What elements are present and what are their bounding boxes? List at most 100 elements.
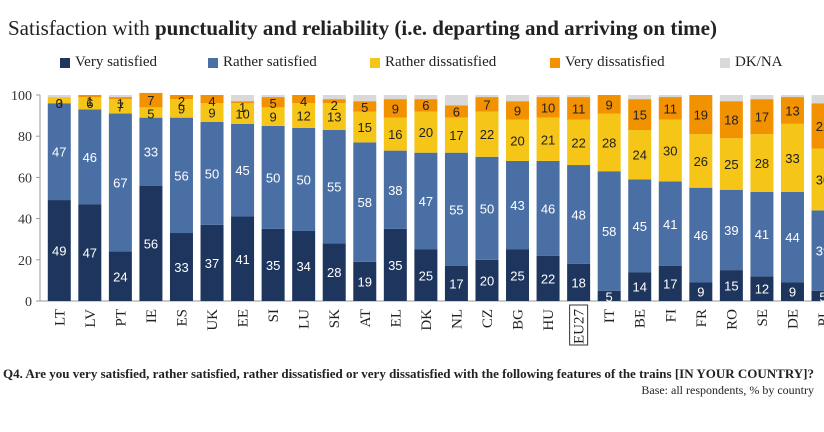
data-label: 1 <box>117 96 124 111</box>
data-label: 20 <box>510 133 524 148</box>
bar-segment <box>506 249 530 301</box>
stacked-bar-chart: 020406080100494730LT474661LV246771PT5633… <box>11 89 824 346</box>
bar-segment <box>231 95 255 102</box>
data-label: 16 <box>388 127 402 142</box>
data-label: 34 <box>296 259 310 274</box>
bar-segment <box>597 171 621 291</box>
bar-segment <box>322 243 346 301</box>
bar-segment <box>780 282 804 301</box>
bar-segment <box>322 130 346 244</box>
bar-segment <box>231 101 255 104</box>
chart-title-plain: Satisfaction with <box>8 16 155 40</box>
y-tick-label: 40 <box>18 213 32 228</box>
data-label: 28 <box>755 156 769 171</box>
bar-segment <box>597 95 621 114</box>
data-label: 47 <box>83 246 97 261</box>
data-label: 43 <box>510 198 524 213</box>
bar-segment <box>383 228 407 301</box>
data-label: 5 <box>606 290 613 305</box>
data-label: 24 <box>632 148 646 163</box>
bar-segment <box>475 97 499 112</box>
data-label: 6 <box>86 96 93 111</box>
category-label: PT <box>113 309 129 327</box>
category-label: LV <box>83 309 99 328</box>
data-label: 45 <box>632 219 646 234</box>
bar-segment <box>536 117 560 161</box>
data-label: 30 <box>663 144 677 159</box>
bar-segment <box>689 134 713 188</box>
category-label: LT <box>52 309 68 326</box>
legend-swatch <box>208 58 218 68</box>
y-tick-label: 0 <box>25 295 32 310</box>
bar-segment <box>719 270 743 301</box>
bar-segment <box>750 99 774 135</box>
data-label: 58 <box>602 224 616 239</box>
bar-segment <box>414 249 438 301</box>
category-label: LU <box>297 309 313 329</box>
bar-segment <box>78 109 102 205</box>
bar-segment <box>322 103 346 131</box>
bar-segment <box>444 117 468 153</box>
data-label: 2 <box>178 94 185 109</box>
bar-segment <box>108 95 132 98</box>
bar-segment <box>689 187 713 283</box>
data-label: 33 <box>785 151 799 166</box>
bar-segment <box>628 99 652 131</box>
bar-segment <box>506 101 530 120</box>
data-label: 15 <box>358 120 372 135</box>
bar-segment <box>231 216 255 301</box>
data-label: 55 <box>449 202 463 217</box>
data-label: 55 <box>327 180 341 195</box>
bar-segment <box>292 127 316 231</box>
data-label: 17 <box>449 128 463 143</box>
data-label: 9 <box>270 110 277 125</box>
category-label: EE <box>236 309 252 327</box>
bar-segment <box>322 95 346 100</box>
data-label: 9 <box>208 106 215 121</box>
category-label: PL <box>816 309 824 327</box>
bar-segment <box>567 165 591 264</box>
data-label: 9 <box>789 285 796 300</box>
data-label: 22 <box>541 271 555 286</box>
data-label: 17 <box>449 276 463 291</box>
bar-segment <box>414 152 438 250</box>
bar-segment <box>414 95 438 100</box>
data-label: 56 <box>174 168 188 183</box>
data-label: 41 <box>755 227 769 242</box>
data-label: 46 <box>694 228 708 243</box>
bar-segment <box>200 95 224 104</box>
data-label: 6 <box>422 98 429 113</box>
bar-segment <box>811 95 824 104</box>
data-label: 18 <box>571 275 585 290</box>
data-label: 19 <box>694 108 708 123</box>
data-label: 7 <box>117 99 124 114</box>
category-label: IT <box>602 309 618 323</box>
category-label: DE <box>785 309 801 329</box>
data-label: 47 <box>52 145 66 160</box>
legend-label: Rather satisfied <box>223 54 317 70</box>
data-label: 26 <box>694 154 708 169</box>
bar-segment <box>414 99 438 112</box>
data-label: 41 <box>663 217 677 232</box>
data-label: 50 <box>266 170 280 185</box>
bar-segment <box>108 97 132 100</box>
bar-segment <box>444 95 468 106</box>
category-label: SE <box>755 309 771 327</box>
data-label: 5 <box>819 290 824 305</box>
bar-segment <box>506 95 530 102</box>
bar-segment <box>628 130 652 180</box>
data-label: 1 <box>86 94 93 109</box>
bar-segment <box>231 103 255 124</box>
data-label: 12 <box>755 282 769 297</box>
bar-segment <box>444 105 468 118</box>
category-label: BE <box>633 309 649 328</box>
bar-segment <box>47 97 71 104</box>
bar-segment <box>475 259 499 301</box>
category-label: AT <box>358 309 374 327</box>
bar-segment <box>108 113 132 252</box>
bar-segment <box>628 179 652 273</box>
data-label: 25 <box>419 268 433 283</box>
legend-label: Very dissatisfied <box>565 54 665 70</box>
data-label: 11 <box>572 101 586 116</box>
chart-title-bold: punctuality and reliability (i.e. depart… <box>154 16 717 40</box>
